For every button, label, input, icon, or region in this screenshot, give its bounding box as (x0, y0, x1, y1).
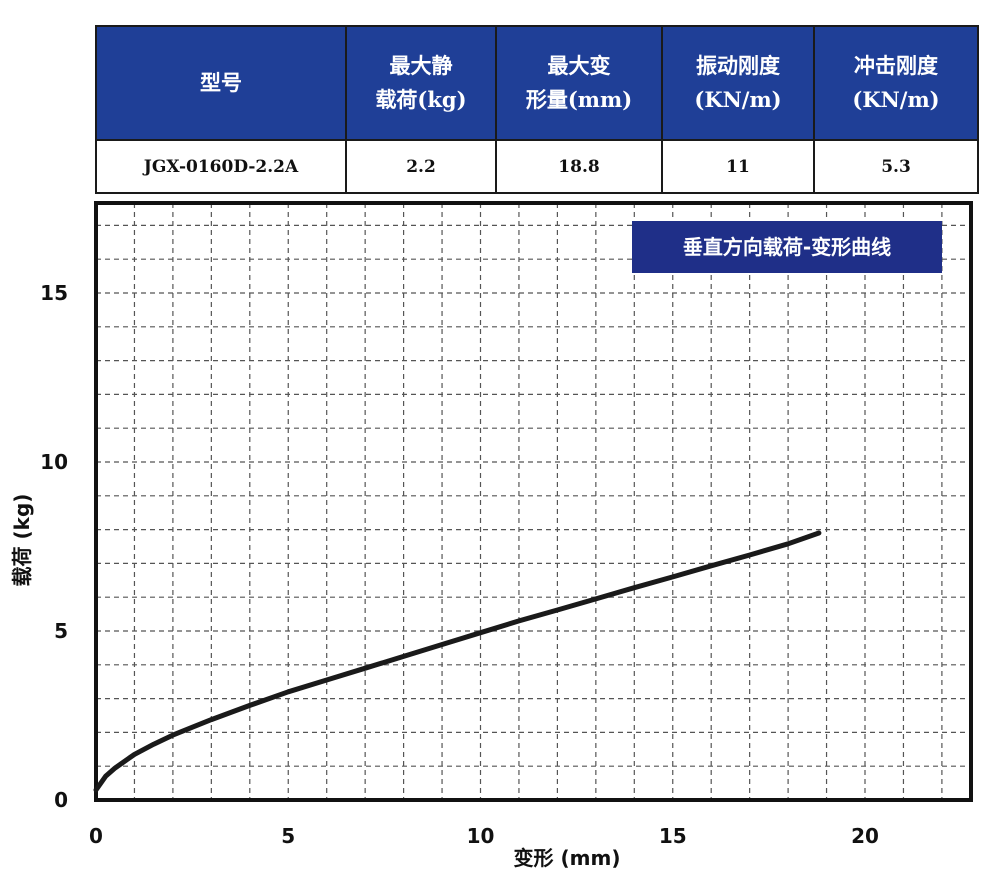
y-tick-label: 10 (40, 450, 68, 474)
x-axis-title: 变形 (mm) (514, 846, 621, 870)
load-deformation-curve (93, 530, 822, 793)
y-tick-label: 15 (40, 281, 68, 305)
spec-table: 型号 最大静 载荷(kg) 最大变 形量(mm) 振动刚度 (KN/m) 冲击刚… (95, 25, 979, 194)
grid-lines (96, 203, 971, 800)
plot-frame (94, 201, 973, 802)
axis-ticks: 0 5 10 15 20 0 5 10 15 (40, 281, 879, 848)
spec-header-row: 型号 最大静 载荷(kg) 最大变 形量(mm) 振动刚度 (KN/m) 冲击刚… (95, 25, 979, 141)
cell-max-deformation: 18.8 (495, 139, 663, 194)
x-tick-label: 20 (851, 824, 879, 848)
cell-impact-stiffness: 5.3 (813, 139, 979, 194)
x-tick-label: 15 (659, 824, 687, 848)
spec-data-row: JGX-0160D-2.2A 2.2 18.8 11 5.3 (95, 139, 979, 194)
cell-model: JGX-0160D-2.2A (95, 139, 347, 194)
x-tick-label: 0 (89, 824, 103, 848)
cell-max-static-load: 2.2 (345, 139, 497, 194)
chart-title-box: 垂直方向载荷-变形曲线 (632, 221, 942, 273)
y-tick-label: 5 (54, 619, 68, 643)
header-model: 型号 (95, 25, 347, 141)
y-tick-label: 0 (54, 788, 68, 812)
header-vibration-stiffness: 振动刚度 (KN/m) (661, 25, 815, 141)
cell-vibration-stiffness: 11 (661, 139, 815, 194)
chart-title-background (632, 221, 942, 273)
y-axis-title: 载荷 (kg) (10, 494, 34, 587)
chart-title: 垂直方向载荷-变形曲线 (683, 235, 891, 259)
x-tick-label: 5 (281, 824, 295, 848)
header-max-deformation: 最大变 形量(mm) (495, 25, 663, 141)
header-max-static-load: 最大静 载荷(kg) (345, 25, 497, 141)
x-tick-label: 10 (467, 824, 495, 848)
header-impact-stiffness: 冲击刚度 (KN/m) (813, 25, 979, 141)
